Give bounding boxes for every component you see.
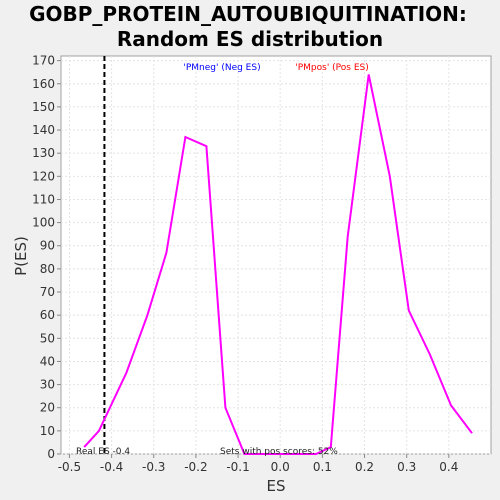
y-tick-label: 160 bbox=[32, 77, 55, 91]
y-tick-label: 110 bbox=[32, 192, 55, 206]
y-tick-label: 30 bbox=[40, 378, 55, 392]
x-tick-label: -0.4 bbox=[100, 460, 123, 474]
y-tick-label: 50 bbox=[40, 331, 55, 345]
pos-scores-fraction: Sets with pos scores: 52% bbox=[220, 447, 338, 457]
y-tick-label: 100 bbox=[32, 216, 55, 230]
y-axis-label: P(ES) bbox=[12, 236, 30, 276]
y-tick-label: 140 bbox=[32, 123, 55, 137]
x-tick-label: -0.5 bbox=[58, 460, 81, 474]
real-es-label: Real ES -0.4 bbox=[76, 447, 130, 457]
legend-neg-es: 'PMneg' (Neg ES) bbox=[183, 63, 260, 73]
y-tick-label: 170 bbox=[32, 54, 55, 68]
x-axis-label: ES bbox=[267, 477, 286, 495]
x-tick-label: -0.2 bbox=[184, 460, 207, 474]
y-tick-label: 120 bbox=[32, 169, 55, 183]
y-tick-label: 20 bbox=[40, 401, 55, 415]
x-tick-label: 0.2 bbox=[355, 460, 374, 474]
y-tick-label: 70 bbox=[40, 285, 55, 299]
annotations: 'PMneg' (Neg ES) 'PMpos' (Pos ES) Real E… bbox=[76, 63, 369, 457]
y-tick-label: 40 bbox=[40, 354, 55, 368]
x-tick-label: 0.1 bbox=[313, 460, 332, 474]
x-tick-label: -0.1 bbox=[226, 460, 249, 474]
x-tick-label: 0.3 bbox=[397, 460, 416, 474]
series-line bbox=[83, 74, 473, 455]
x-tick-label: 0.0 bbox=[271, 460, 290, 474]
x-tick-label: -0.3 bbox=[142, 460, 165, 474]
axes: 0 10 20 30 40 50 60 70 80 90 100 110 120 130 140 150 160… bbox=[32, 54, 458, 474]
y-tick-label: 10 bbox=[40, 424, 55, 438]
y-tick-label: 90 bbox=[40, 239, 55, 253]
y-tick-label: 0 bbox=[47, 447, 55, 461]
legend-pos-es: 'PMpos' (Pos ES) bbox=[295, 63, 369, 73]
y-tick-label: 150 bbox=[32, 100, 55, 114]
x-tick-label: 0.4 bbox=[439, 460, 458, 474]
y-tick-label: 130 bbox=[32, 146, 55, 160]
plot-area bbox=[60, 55, 492, 455]
y-tick-label: 80 bbox=[40, 262, 55, 276]
chart-title-line1: GOBP_PROTEIN_AUTOUBIQUITINATION: bbox=[29, 2, 467, 26]
chart-title-line2: Random ES distribution bbox=[117, 27, 383, 51]
series-layer bbox=[83, 56, 473, 455]
y-tick-label: 60 bbox=[40, 308, 55, 322]
